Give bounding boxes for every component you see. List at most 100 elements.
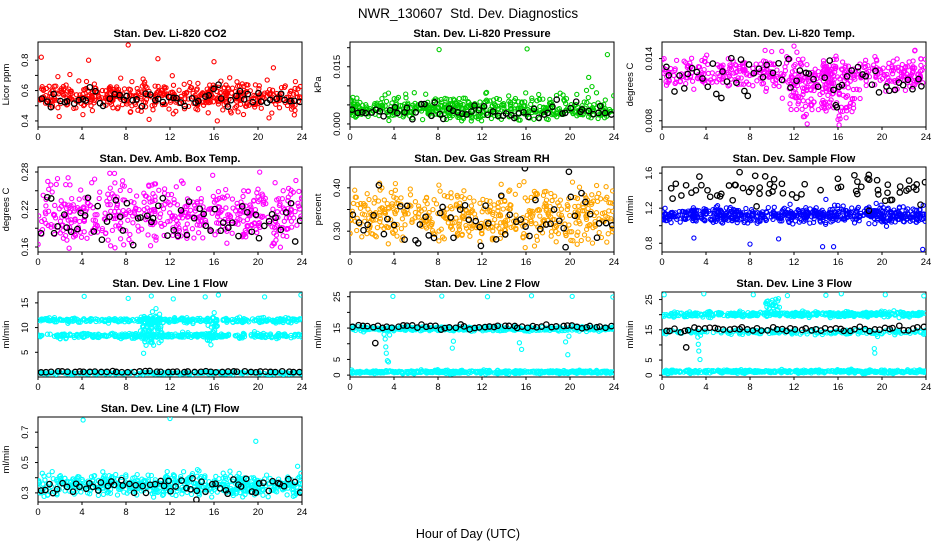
y-tick-label: 0.015: [332, 55, 343, 79]
x-tick-label: 20: [877, 132, 888, 143]
x-tick-label: 4: [79, 257, 84, 268]
panel-title: Stan. Dev. Li-820 CO2: [114, 28, 227, 40]
x-tick-label: 24: [921, 132, 932, 143]
panel-title: Stan. Dev. Gas Stream RH: [414, 153, 550, 165]
x-tick-label: 0: [35, 507, 40, 518]
x-tick-label: 8: [435, 382, 440, 393]
data-points-primary: [38, 43, 302, 123]
panel-title: Stan. Dev. Li-820 Temp.: [733, 28, 855, 40]
panel-title: Stan. Dev. Amb. Box Temp.: [100, 153, 241, 165]
x-tick-label: 24: [297, 382, 308, 393]
y-tick-label: 25: [644, 294, 655, 305]
x-tick-label: 20: [565, 132, 576, 143]
x-tick-label: 16: [833, 257, 844, 268]
x-tick-label: 24: [297, 132, 308, 143]
x-tick-label: 4: [391, 382, 396, 393]
x-tick-label: 12: [789, 257, 800, 268]
x-tick-label: 12: [165, 507, 176, 518]
y-tick-label: 5: [20, 350, 31, 355]
y-tick-label: 15: [644, 325, 655, 336]
y-tick-label: 25: [332, 291, 343, 302]
y-tick-label: 0.3: [20, 486, 31, 499]
y-axis-title: percent: [313, 193, 324, 225]
x-tick-label: 24: [921, 382, 932, 393]
data-points-primary: [36, 170, 304, 250]
y-tick-label: 0.8: [20, 54, 31, 67]
x-tick-label: 4: [79, 382, 84, 393]
x-tick-label: 8: [123, 382, 128, 393]
y-tick-label: 0.8: [644, 237, 655, 250]
y-tick-label: 0.014: [644, 47, 655, 71]
x-tick-label: 24: [609, 132, 620, 143]
x-tick-label: 12: [789, 132, 800, 143]
x-tick-label: 24: [609, 382, 620, 393]
x-tick-label: 24: [297, 507, 308, 518]
panel-title: Stan. Dev. Line 4 (LT) Flow: [101, 403, 240, 415]
y-tick-label: 0.28: [20, 163, 31, 182]
x-tick-label: 12: [165, 257, 176, 268]
x-tick-label: 0: [35, 382, 40, 393]
x-tick-label: 8: [435, 132, 440, 143]
x-tick-label: 8: [123, 132, 128, 143]
x-tick-label: 12: [789, 382, 800, 393]
x-tick-label: 24: [921, 257, 932, 268]
panel-title: Stan. Dev. Line 1 Flow: [112, 278, 228, 290]
x-tick-label: 0: [35, 257, 40, 268]
y-tick-label: 0: [332, 372, 343, 377]
x-tick-label: 0: [659, 382, 664, 393]
x-tick-label: 4: [703, 257, 708, 268]
y-tick-label: 0.008: [644, 109, 655, 133]
panel-title: Stan. Dev. Sample Flow: [733, 153, 856, 165]
y-tick-label: 0.40: [332, 179, 343, 198]
y-tick-label: 0.000: [332, 112, 343, 136]
y-tick-label: 0.5: [20, 456, 31, 469]
y-axis-title: ml/min: [313, 321, 324, 349]
x-tick-label: 12: [477, 132, 488, 143]
x-tick-label: 4: [703, 382, 708, 393]
y-tick-label: 0: [644, 373, 655, 378]
data-points-primary: [660, 44, 928, 127]
y-axis-title: kPa: [313, 76, 324, 93]
data-points-primary: [350, 294, 616, 377]
panel-title: Stan. Dev. Line 2 Flow: [424, 278, 540, 290]
y-tick-label: 0.6: [20, 84, 31, 97]
x-tick-label: 4: [79, 132, 84, 143]
x-tick-label: 24: [297, 257, 308, 268]
x-tick-label: 8: [123, 257, 128, 268]
y-tick-label: 0.30: [332, 222, 343, 241]
x-tick-label: 0: [659, 132, 664, 143]
x-tick-label: 8: [747, 382, 752, 393]
plot-frame: [38, 42, 302, 127]
x-tick-label: 16: [209, 257, 220, 268]
y-axis-title: ml/min: [625, 196, 636, 224]
x-tick-label: 16: [833, 382, 844, 393]
x-tick-label: 20: [253, 132, 264, 143]
y-axis-title: degrees C: [625, 62, 636, 106]
x-tick-label: 16: [521, 382, 532, 393]
x-axis-label: Hour of Day (UTC): [0, 527, 936, 541]
x-tick-label: 0: [347, 257, 352, 268]
y-axis-title: ml/min: [1, 446, 12, 474]
y-tick-label: 0.4: [20, 114, 31, 127]
x-tick-label: 16: [521, 257, 532, 268]
y-tick-label: 0.22: [20, 200, 31, 219]
x-tick-label: 0: [35, 132, 40, 143]
data-points-primary: [660, 292, 928, 376]
x-tick-label: 24: [609, 257, 620, 268]
x-tick-label: 8: [747, 132, 752, 143]
x-tick-label: 0: [347, 382, 352, 393]
x-tick-label: 20: [253, 507, 264, 518]
data-points-overlay: [664, 323, 927, 350]
y-axis-title: ml/min: [1, 321, 12, 349]
y-tick-label: 10: [20, 322, 31, 333]
y-tick-label: 0.7: [20, 426, 31, 439]
x-tick-label: 0: [659, 257, 664, 268]
x-tick-label: 16: [521, 132, 532, 143]
